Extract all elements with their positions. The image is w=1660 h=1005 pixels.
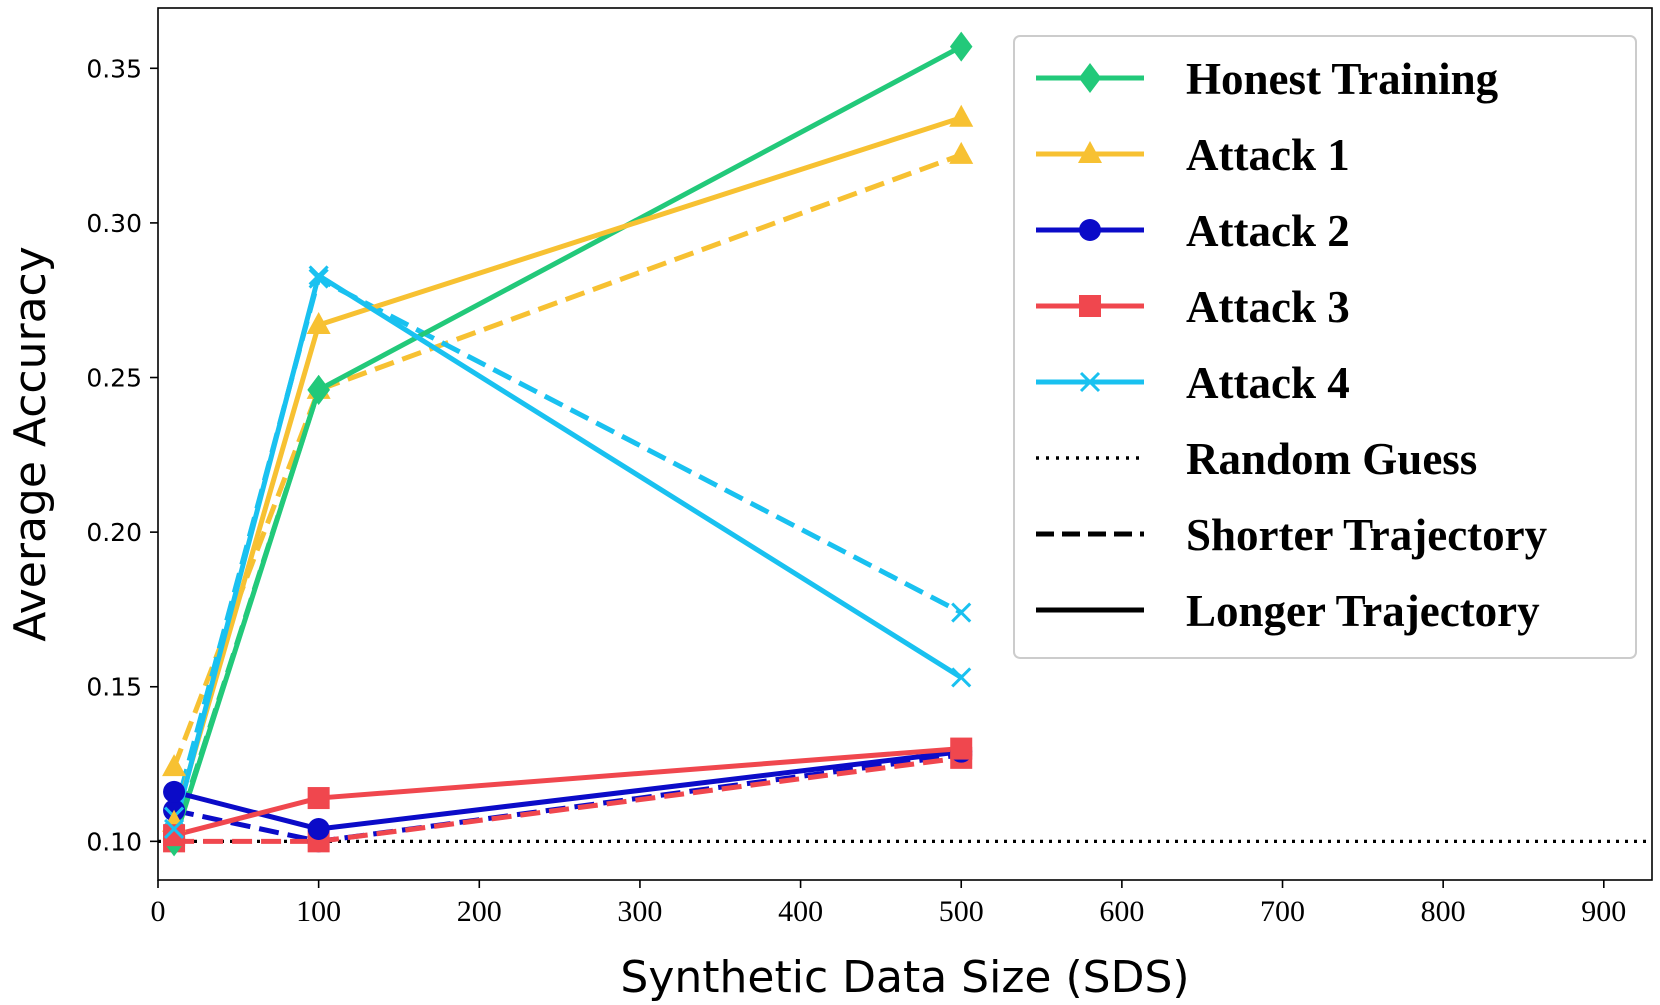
legend-label: Longer Trajectory xyxy=(1186,586,1540,636)
x-tick-label: 400 xyxy=(778,895,823,928)
legend-label: Attack 4 xyxy=(1186,358,1350,408)
legend-marker xyxy=(1079,295,1101,317)
legend-marker xyxy=(1079,219,1101,241)
legend-label: Honest Training xyxy=(1186,54,1499,104)
y-tick-label: 0.35 xyxy=(86,54,142,83)
attack-1-shorter-point xyxy=(949,141,974,164)
y-tick-label: 0.20 xyxy=(86,518,142,547)
y-tick-label: 0.25 xyxy=(86,364,142,393)
legend-marker xyxy=(1078,63,1102,93)
x-axis-label: Synthetic Data Size (SDS) xyxy=(620,952,1189,1003)
honest-training-longer-line xyxy=(171,44,963,843)
legend-marker xyxy=(1079,371,1101,393)
attack-4-longer-point xyxy=(308,265,329,286)
x-tick-label: 200 xyxy=(457,895,502,928)
attack-4-shorter-line xyxy=(171,276,963,818)
legend: Honest Training Attack 1 Attack 2 Attack 3 A… xyxy=(1013,35,1637,659)
legend-label: Attack 3 xyxy=(1186,282,1350,332)
legend-marker xyxy=(1078,141,1102,163)
attack-1-shorter-point xyxy=(162,754,187,777)
legend-label: Shorter Trajectory xyxy=(1186,510,1548,560)
attack-4-shorter-point xyxy=(951,602,972,623)
attack-2-longer-point xyxy=(307,817,330,840)
attack-3-longer-point xyxy=(950,737,973,760)
x-tick-label: 100 xyxy=(296,895,341,928)
attack-4-longer-point xyxy=(951,667,972,688)
y-axis-label: Average Accuracy xyxy=(5,246,56,642)
attack-3-shorter-line xyxy=(174,755,962,844)
x-tick-label: 500 xyxy=(939,895,984,928)
x-tick-label: 700 xyxy=(1260,895,1305,928)
honest-training-longer-point xyxy=(307,374,330,405)
axis-ticks: 0 100 200 300 400 500 600 700 800 900 0.10 0.15 0.20… xyxy=(86,54,1626,928)
legend-label: Attack 1 xyxy=(1186,130,1350,180)
honest-training-longer-point xyxy=(949,31,973,62)
x-tick-label: 900 xyxy=(1581,895,1626,928)
x-tick-label: 800 xyxy=(1421,895,1466,928)
attack-4-shorter-point xyxy=(308,268,329,289)
legend-label: Attack 2 xyxy=(1186,206,1350,256)
attack-2-longer-point xyxy=(163,780,186,803)
y-tick-label: 0.30 xyxy=(86,209,142,238)
attack-1-longer-point xyxy=(949,104,974,127)
axes-frame xyxy=(157,7,1653,881)
attack-2-longer-line xyxy=(173,749,962,832)
legend-box xyxy=(1013,35,1637,659)
legend-label: Random Guess xyxy=(1186,434,1477,484)
x-tick-label: 600 xyxy=(1099,895,1144,928)
y-tick-label: 0.15 xyxy=(86,673,142,702)
attack-3-longer-point xyxy=(307,787,330,810)
x-tick-label: 300 xyxy=(617,895,662,928)
plot-area xyxy=(158,31,1652,857)
attack-4-longer-point xyxy=(164,818,185,840)
attack-3-longer-point xyxy=(163,824,186,847)
y-tick-label: 0.10 xyxy=(86,827,142,856)
attack-1-longer-point xyxy=(306,311,331,334)
x-tick-label: 0 xyxy=(151,895,166,928)
